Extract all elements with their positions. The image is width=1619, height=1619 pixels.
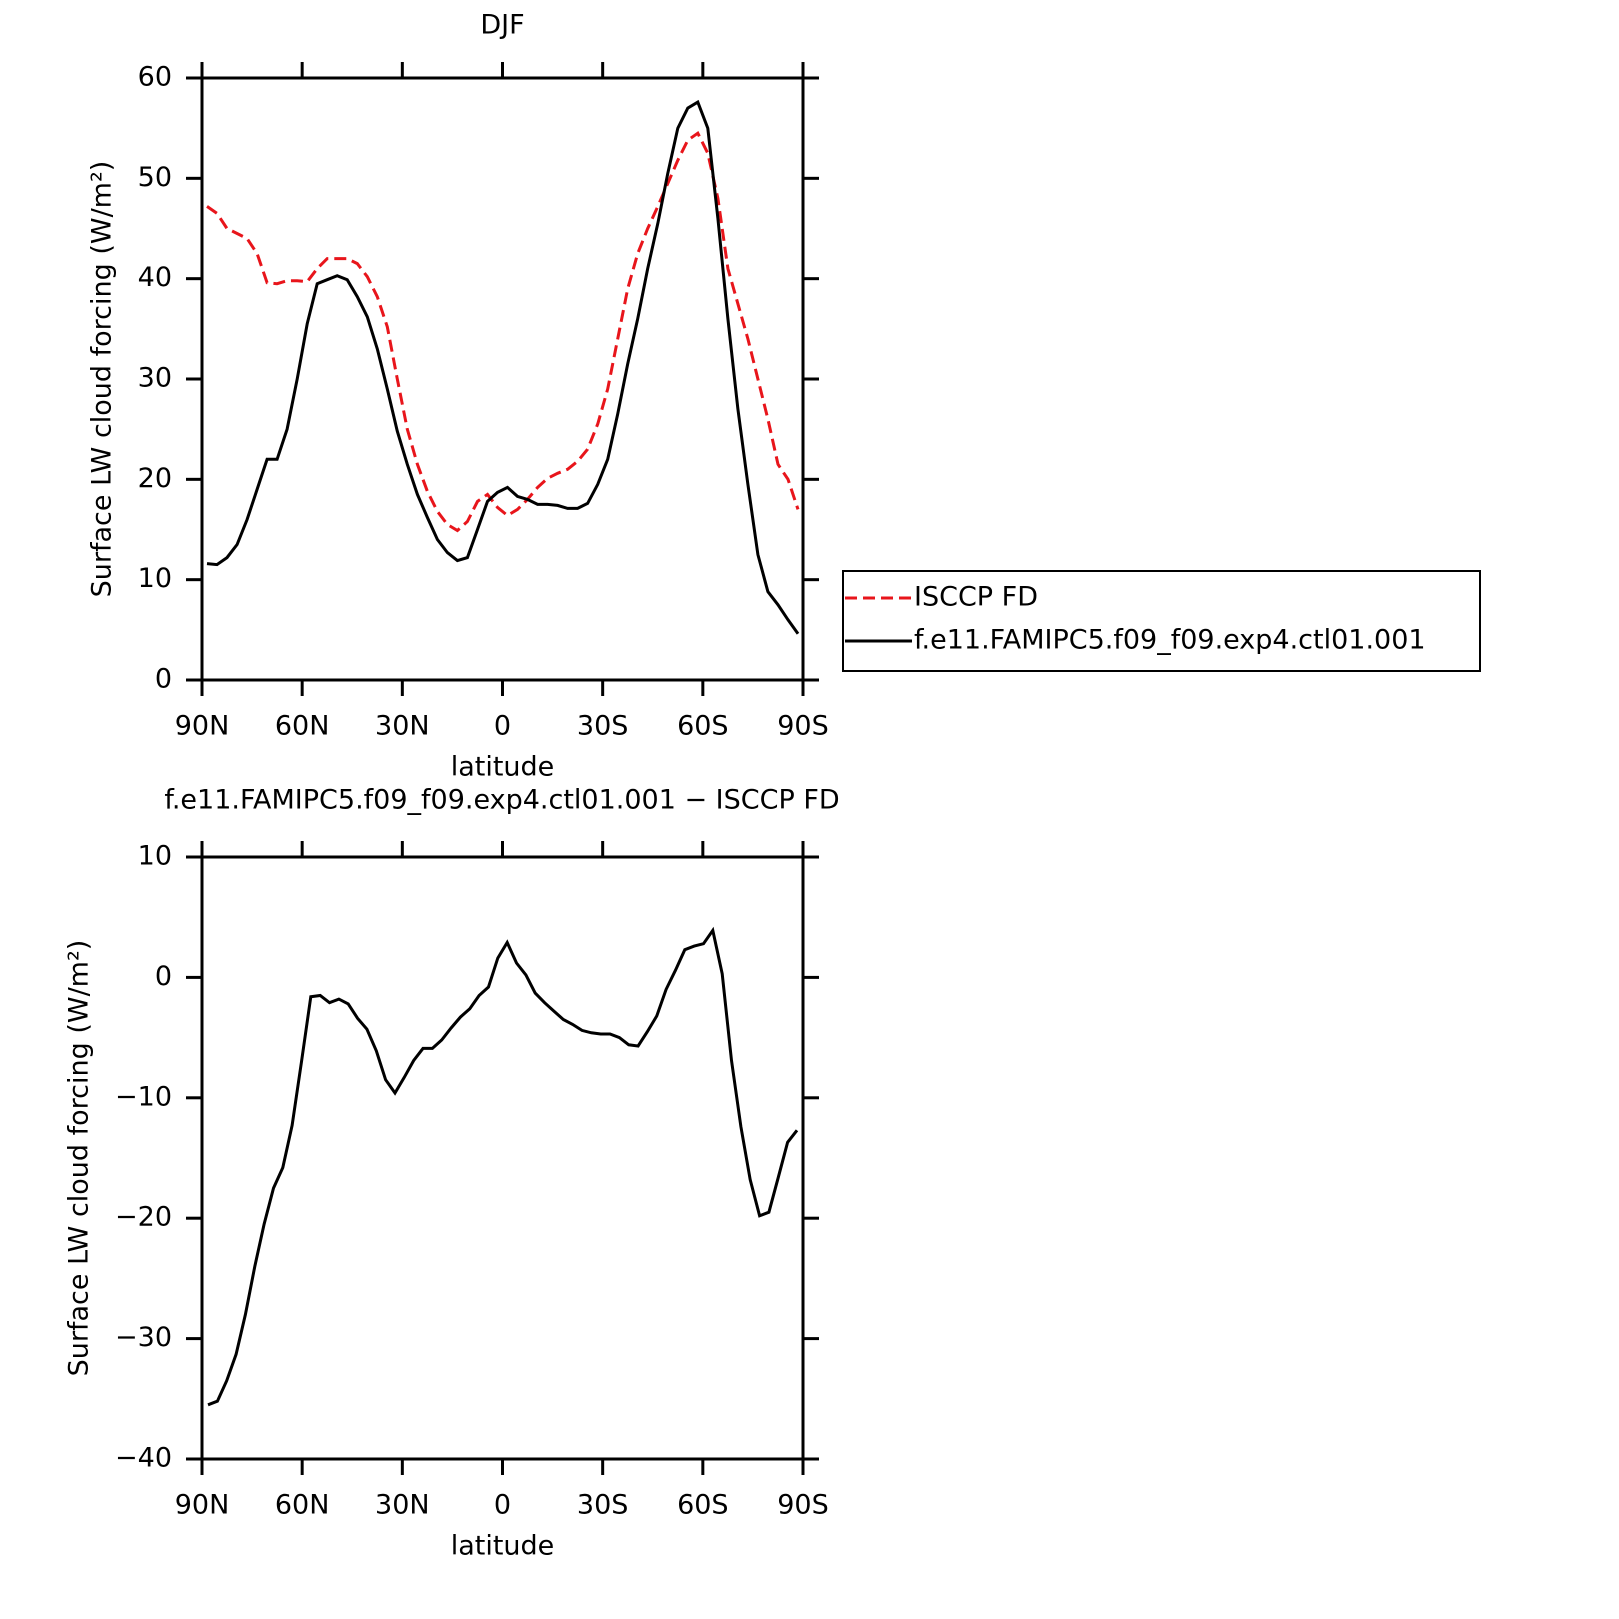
y-tick-label: −20 — [115, 1202, 172, 1233]
y-tick-label: −10 — [115, 1081, 172, 1112]
x-tick-label: 90S — [777, 711, 829, 742]
y-tick-label: 60 — [138, 62, 172, 93]
y-tick-label: 20 — [138, 463, 172, 494]
y-tick-label: −40 — [115, 1443, 172, 1474]
data-line — [206, 99, 800, 635]
y-axis-label: Surface LW cloud forcing (W/m²) — [64, 940, 95, 1377]
x-tick-label: 30N — [375, 711, 430, 742]
x-tick-label: 60S — [677, 711, 729, 742]
x-tick-label: 90N — [175, 1490, 230, 1521]
legend-label: f.e11.FAMIPC5.f09_f09.exp4.ctl01.001 — [914, 625, 1426, 656]
y-tick-label: 30 — [138, 363, 172, 394]
x-tick-label: 0 — [494, 711, 511, 742]
y-tick-label: 50 — [138, 162, 172, 193]
legend-box — [842, 570, 1481, 672]
x-tick-label: 60N — [275, 711, 330, 742]
x-axis-label: latitude — [451, 1531, 555, 1562]
x-tick-label: 90S — [777, 1490, 829, 1521]
chart-title: f.e11.FAMIPC5.f09_f09.exp4.ctl01.001 − I… — [164, 785, 839, 816]
y-tick-label: 0 — [155, 961, 172, 992]
y-tick-label: 0 — [155, 664, 172, 695]
y-tick-label: −30 — [115, 1322, 172, 1353]
data-line — [206, 130, 800, 533]
x-tick-label: 30N — [375, 1490, 430, 1521]
x-tick-label: 60S — [677, 1490, 729, 1521]
y-tick-label: 10 — [138, 563, 172, 594]
plot-frame — [200, 855, 805, 1461]
x-tick-label: 90N — [175, 711, 230, 742]
chart-title: DJF — [480, 10, 524, 41]
x-axis-label: latitude — [451, 752, 555, 783]
x-tick-label: 30S — [577, 711, 629, 742]
legend-label: ISCCP FD — [914, 582, 1038, 613]
x-tick-label: 0 — [494, 1490, 511, 1521]
y-tick-label: 10 — [138, 841, 172, 872]
x-tick-label: 60N — [275, 1490, 330, 1521]
x-tick-label: 30S — [577, 1490, 629, 1521]
data-line — [207, 926, 799, 1407]
y-tick-label: 40 — [138, 262, 172, 293]
y-axis-label: Surface LW cloud forcing (W/m²) — [87, 161, 118, 598]
